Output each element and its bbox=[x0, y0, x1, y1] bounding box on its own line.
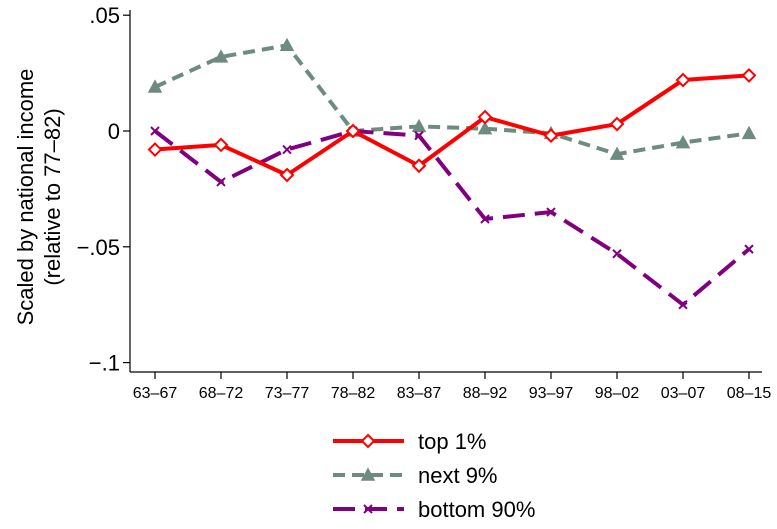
x-tick-label: 83–87 bbox=[397, 385, 442, 402]
legend-label: bottom 90% bbox=[418, 497, 535, 522]
data-point bbox=[345, 123, 361, 139]
x-tick-label: 03–07 bbox=[661, 385, 706, 402]
y-axis-label-line2: (relative to 77–82) bbox=[40, 108, 65, 285]
series-line bbox=[153, 129, 751, 307]
data-point bbox=[543, 128, 559, 144]
y-tick-label: 0 bbox=[108, 119, 120, 144]
data-point bbox=[609, 116, 625, 132]
legend: top 1% next 9% bottom 90% bbox=[333, 429, 535, 522]
data-point bbox=[213, 49, 229, 63]
legend-label: next 9% bbox=[418, 463, 498, 488]
data-point bbox=[741, 68, 757, 83]
data-point bbox=[675, 72, 691, 88]
series-layer bbox=[147, 37, 757, 310]
legend-item: bottom 90% bbox=[333, 497, 535, 522]
data-point bbox=[360, 467, 376, 481]
x-tick-label: 98–02 bbox=[595, 385, 640, 402]
x-tick-label: 78–82 bbox=[331, 385, 376, 402]
x-tick-label: 88–92 bbox=[463, 385, 508, 402]
y-tick-label: −.1 bbox=[89, 351, 120, 376]
data-point bbox=[477, 121, 493, 135]
data-point bbox=[744, 244, 754, 254]
data-point bbox=[282, 144, 292, 155]
legend-item: next 9% bbox=[333, 463, 498, 488]
x-tick-label: 68–72 bbox=[199, 385, 244, 402]
data-point bbox=[414, 130, 424, 141]
data-point bbox=[477, 109, 493, 125]
y-tick-label: .05 bbox=[89, 3, 120, 28]
data-point bbox=[411, 118, 427, 133]
data-point bbox=[147, 142, 163, 157]
data-point bbox=[213, 137, 229, 153]
data-point bbox=[480, 214, 490, 224]
series-line bbox=[154, 73, 750, 178]
data-point bbox=[675, 135, 691, 149]
legend-label: top 1% bbox=[418, 429, 487, 454]
data-point bbox=[363, 504, 373, 514]
x-tick-label: 08–15 bbox=[727, 385, 772, 402]
data-point bbox=[360, 433, 376, 449]
data-point bbox=[546, 207, 556, 217]
data-point bbox=[279, 37, 295, 52]
axes: .05 0 −.05 −.1 63–67 68–72 73–77 78–82 83–87 88–9… bbox=[77, 3, 772, 402]
data-point bbox=[216, 177, 226, 187]
data-point bbox=[411, 158, 427, 174]
data-point bbox=[279, 167, 295, 183]
data-point bbox=[609, 146, 625, 160]
data-point bbox=[147, 79, 163, 93]
data-point bbox=[678, 299, 688, 310]
x-tick-label: 93–97 bbox=[529, 385, 574, 402]
y-axis-title: Scaled by national income (relative to 7… bbox=[13, 69, 65, 326]
series-top-1- bbox=[147, 68, 757, 183]
data-point bbox=[150, 126, 160, 136]
x-tick-label: 73–77 bbox=[265, 385, 310, 402]
y-tick-label: −.05 bbox=[77, 235, 120, 260]
y-axis-label: Scaled by national income bbox=[13, 69, 38, 326]
x-tick-label: 63–67 bbox=[133, 385, 178, 402]
data-point bbox=[741, 125, 757, 140]
data-point bbox=[612, 249, 622, 259]
series-line bbox=[154, 43, 750, 157]
legend-item: top 1% bbox=[333, 429, 487, 454]
